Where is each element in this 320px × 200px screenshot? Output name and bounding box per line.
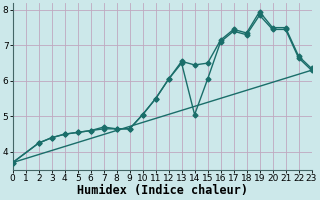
X-axis label: Humidex (Indice chaleur): Humidex (Indice chaleur) (76, 184, 248, 197)
